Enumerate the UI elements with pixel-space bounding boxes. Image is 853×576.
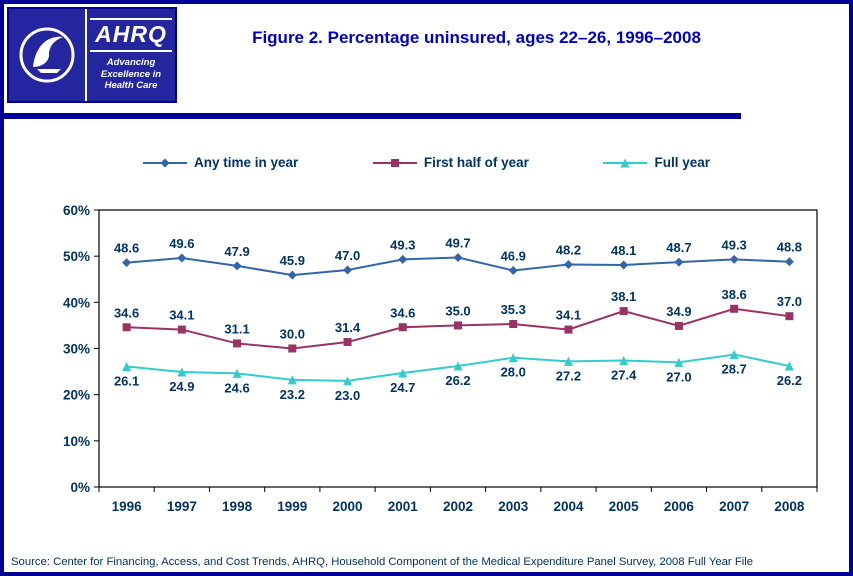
svg-text:30%: 30% <box>63 342 90 357</box>
svg-text:1996: 1996 <box>112 499 143 514</box>
svg-text:47.0: 47.0 <box>335 248 360 263</box>
svg-text:31.1: 31.1 <box>224 321 249 336</box>
svg-text:49.3: 49.3 <box>721 237 746 252</box>
svg-text:47.9: 47.9 <box>224 244 249 259</box>
svg-text:20%: 20% <box>63 388 90 403</box>
svg-text:1998: 1998 <box>222 499 253 514</box>
svg-text:1997: 1997 <box>167 499 197 514</box>
ahrq-logo-tagline: Advancing Excellence in Health Care <box>100 56 162 92</box>
line-chart: 0% 10% 20% 30% 40% 50% 60% 1996 1997 1998 1999 2000… <box>63 203 818 514</box>
svg-text:23.0: 23.0 <box>335 388 360 403</box>
svg-text:48.2: 48.2 <box>556 242 581 257</box>
hhs-logo <box>9 9 85 101</box>
svg-text:60%: 60% <box>63 203 90 218</box>
legend-marker-triangle-icon <box>603 158 648 167</box>
svg-text:24.6: 24.6 <box>224 380 249 395</box>
svg-text:28.7: 28.7 <box>721 362 746 377</box>
legend-label: Any time in year <box>194 155 299 170</box>
svg-text:48.6: 48.6 <box>114 241 139 256</box>
svg-text:28.0: 28.0 <box>501 365 526 380</box>
ahrq-logo: AHRQ Advancing Excellence in Health Care <box>85 9 175 101</box>
svg-text:2000: 2000 <box>333 499 363 514</box>
header-divider <box>4 113 741 119</box>
svg-text:34.6: 34.6 <box>390 305 415 320</box>
svg-text:2003: 2003 <box>498 499 529 514</box>
legend-item: First half of year <box>372 155 529 170</box>
svg-text:27.2: 27.2 <box>556 368 581 383</box>
hhs-seal-icon <box>19 27 75 83</box>
svg-text:31.4: 31.4 <box>335 320 361 335</box>
svg-text:49.6: 49.6 <box>169 236 194 251</box>
svg-text:38.1: 38.1 <box>611 289 636 304</box>
svg-text:37.0: 37.0 <box>777 294 802 309</box>
svg-text:26.2: 26.2 <box>445 373 470 388</box>
legend-item: Any time in year <box>142 155 298 170</box>
svg-text:24.7: 24.7 <box>390 380 415 395</box>
svg-text:2001: 2001 <box>388 499 419 514</box>
svg-text:1999: 1999 <box>277 499 307 514</box>
svg-text:2006: 2006 <box>664 499 695 514</box>
source-note: Source: Center for Financing, Access, an… <box>11 556 754 568</box>
svg-text:2007: 2007 <box>719 499 749 514</box>
svg-text:24.9: 24.9 <box>169 379 194 394</box>
svg-text:30.0: 30.0 <box>280 327 305 342</box>
chart-legend: Any time in year First half of year Full y… <box>142 155 710 170</box>
svg-text:26.2: 26.2 <box>777 373 802 388</box>
svg-text:23.2: 23.2 <box>280 387 305 402</box>
svg-text:48.7: 48.7 <box>666 240 691 255</box>
svg-text:46.9: 46.9 <box>501 248 526 263</box>
svg-text:34.1: 34.1 <box>169 308 194 323</box>
ahrq-logo-text: AHRQ <box>90 17 172 52</box>
svg-text:10%: 10% <box>63 434 90 449</box>
svg-text:48.1: 48.1 <box>611 243 636 258</box>
svg-text:0%: 0% <box>70 480 90 495</box>
legend-marker-square-icon <box>372 158 417 167</box>
svg-text:49.7: 49.7 <box>445 236 470 251</box>
svg-text:34.9: 34.9 <box>666 304 691 319</box>
legend-label: First half of year <box>423 155 529 170</box>
svg-text:2005: 2005 <box>609 499 640 514</box>
svg-text:50%: 50% <box>63 249 90 264</box>
svg-text:35.3: 35.3 <box>501 302 526 317</box>
svg-text:34.6: 34.6 <box>114 305 139 320</box>
svg-text:27.4: 27.4 <box>611 368 637 383</box>
svg-text:2004: 2004 <box>553 499 584 514</box>
figure-title: Figure 2. Percentage uninsured, ages 22–… <box>252 28 701 47</box>
svg-text:40%: 40% <box>63 295 90 310</box>
svg-text:45.9: 45.9 <box>280 253 305 268</box>
legend-item: Full year <box>602 155 710 170</box>
svg-text:48.8: 48.8 <box>777 240 802 255</box>
svg-text:27.0: 27.0 <box>666 369 691 384</box>
svg-text:38.6: 38.6 <box>721 287 746 302</box>
svg-text:2002: 2002 <box>443 499 473 514</box>
svg-text:26.1: 26.1 <box>114 374 139 389</box>
svg-text:34.1: 34.1 <box>556 308 581 323</box>
svg-text:2008: 2008 <box>774 499 805 514</box>
header-logos: AHRQ Advancing Excellence in Health Care <box>7 7 177 103</box>
legend-marker-diamond-icon <box>143 158 187 167</box>
svg-text:49.3: 49.3 <box>390 237 415 252</box>
legend-label: Full year <box>654 155 710 170</box>
svg-text:35.0: 35.0 <box>445 303 470 318</box>
